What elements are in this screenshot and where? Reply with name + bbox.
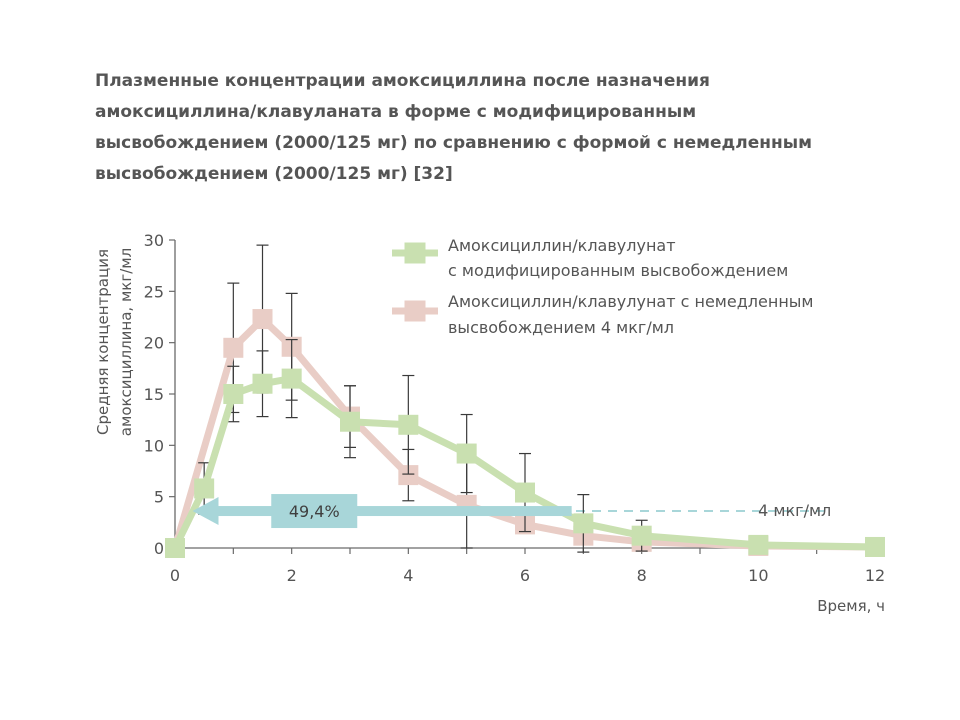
- y-tick-label: 15: [144, 385, 164, 404]
- data-point: [194, 478, 215, 499]
- data-point: [165, 538, 185, 558]
- series-layer: 4 мкг/мл 49,4%: [165, 244, 885, 558]
- data-point: [456, 443, 477, 464]
- legend: Амоксициллин/клавулунат с модифицированн…: [392, 236, 813, 337]
- legend-label-1-line-1: Амоксициллин/клавулунат: [448, 236, 676, 255]
- annotation-label: 49,4%: [289, 502, 340, 521]
- x-tick-label: 8: [637, 566, 647, 585]
- data-point: [515, 482, 535, 503]
- data-point: [865, 536, 885, 557]
- title-line-1: Плазменные концентрации амоксициллина по…: [95, 71, 710, 91]
- y-tick-label: 10: [144, 436, 164, 455]
- data-point: [398, 465, 419, 486]
- reference-line-label: 4 мкг/мл: [758, 501, 831, 520]
- legend-label-2-line-1: Амоксициллин/клавулунат с немедленным: [448, 292, 813, 311]
- data-point: [223, 337, 244, 358]
- title-line-4: высвобождением (2000/125 мг) [32]: [95, 164, 453, 184]
- annotation-arrow-head: [192, 497, 219, 526]
- data-point: [340, 411, 360, 432]
- y-tick-label: 0: [154, 539, 164, 558]
- x-tick-label: 0: [170, 566, 180, 585]
- series-1: [165, 338, 885, 558]
- legend-swatch-marker-2: [404, 300, 426, 322]
- x-tick-label: 2: [287, 566, 297, 585]
- annotation-arrow-shaft: [210, 506, 572, 517]
- y-axis-label-line-2: амоксициллина, мкг/мл: [117, 248, 135, 436]
- legend-label-1-line-2: с модифицированным высвобождением: [448, 261, 788, 280]
- data-point: [223, 384, 244, 404]
- title-line-3: высвобождением (2000/125 мг) по сравнени…: [95, 133, 813, 153]
- x-axis-label: Время, ч: [817, 597, 885, 615]
- legend-label-2-line-2: высвобождением 4 мкг/мл: [448, 318, 674, 337]
- data-point: [281, 368, 302, 389]
- data-point: [252, 309, 273, 330]
- y-tick-label: 25: [144, 282, 164, 301]
- data-point: [398, 414, 419, 435]
- title-line-2: амоксициллина/клавуланата в форме с моди…: [95, 102, 697, 122]
- data-point: [748, 534, 769, 555]
- x-tick-label: 4: [403, 566, 413, 585]
- legend-swatch-marker-1: [404, 242, 426, 264]
- x-tick-label: 6: [520, 566, 530, 585]
- y-tick-label: 20: [144, 334, 164, 353]
- axes: 0 5 10 15 20 25 30 0 2 4 6 8 10 12: [144, 231, 886, 585]
- chart-title: Плазменные концентрации амоксициллина по…: [95, 66, 895, 190]
- x-tick-label: 10: [748, 566, 768, 585]
- y-axis-label-line-1: Средняя концентрация: [94, 249, 112, 435]
- data-point: [631, 525, 652, 546]
- y-tick-label: 30: [144, 231, 164, 250]
- x-tick-label: 12: [865, 566, 885, 585]
- annotation-box: [271, 494, 358, 529]
- y-tick-label: 5: [154, 488, 164, 507]
- data-point: [573, 513, 594, 534]
- data-point: [252, 373, 273, 394]
